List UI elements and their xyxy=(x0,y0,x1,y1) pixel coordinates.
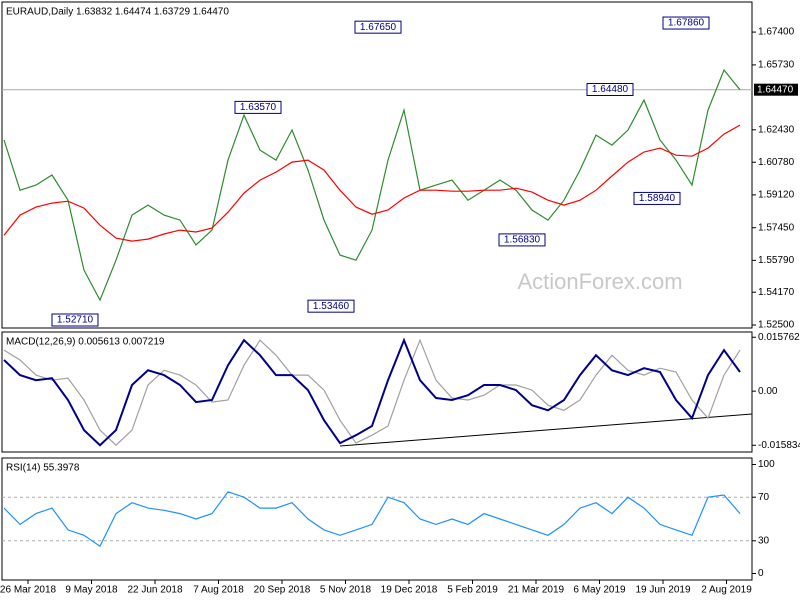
last-price-label: 1.64470 xyxy=(757,84,794,95)
series-line xyxy=(3,68,741,302)
series-line xyxy=(3,491,741,548)
y-tick-label: 70 xyxy=(758,492,770,503)
y-tick-label: 0 xyxy=(758,568,764,579)
series-line xyxy=(3,124,741,242)
series-line xyxy=(3,338,741,447)
y-tick-label: 1.57450 xyxy=(758,222,795,233)
y-tick-label: 1.55790 xyxy=(758,255,795,266)
y-tick-label: 0.015762 xyxy=(758,332,800,343)
price-annotation-box xyxy=(51,313,99,327)
y-tick-label: 30 xyxy=(758,535,770,546)
price-annotation-box xyxy=(234,100,282,114)
x-tick-label: 6 May 2019 xyxy=(573,585,626,596)
price-annotation-label: 1.63570 xyxy=(240,102,277,113)
last-price-box xyxy=(754,83,798,96)
y-tick-label: 100 xyxy=(758,459,775,470)
y-tick-label: 1.52500 xyxy=(758,320,795,331)
macd-panel xyxy=(1,331,753,453)
panel-title: RSI(14) 55.3978 xyxy=(6,463,80,474)
rsi-panel xyxy=(1,457,753,581)
price-annotation-box xyxy=(586,82,634,96)
x-tick-label: 9 May 2018 xyxy=(65,585,118,596)
y-tick-label: 1.60780 xyxy=(758,157,795,168)
price-annotation-label: 1.56830 xyxy=(504,235,541,246)
y-tick-label: 1.54170 xyxy=(758,287,795,298)
price-annotation-box xyxy=(662,16,710,30)
price-panel xyxy=(1,1,753,329)
y-tick-label: 0.00 xyxy=(758,386,778,397)
y-tick-label: 1.65730 xyxy=(758,60,795,71)
price-annotation-label: 1.53460 xyxy=(313,301,350,312)
price-annotation-label: 1.52710 xyxy=(57,315,94,326)
x-tick-label: 26 Mar 2018 xyxy=(0,585,57,596)
panel-title: MACD(12,26,9) 0.005613 0.007219 xyxy=(6,337,165,348)
x-tick-label: 7 Aug 2018 xyxy=(193,585,244,596)
y-tick-label: -0.015834 xyxy=(758,440,800,451)
trend-line xyxy=(339,413,753,447)
x-tick-label: 2 Aug 2019 xyxy=(701,585,752,596)
x-tick-label: 5 Feb 2019 xyxy=(447,585,498,596)
panel-title: EURAUD,Daily 1.63832 1.64474 1.63729 1.6… xyxy=(6,7,229,18)
price-annotation-label: 1.67860 xyxy=(668,18,705,29)
y-tick-label: 1.67400 xyxy=(758,27,795,38)
x-tick-label: 20 Sep 2018 xyxy=(254,585,311,596)
price-annotation-label: 1.58940 xyxy=(639,193,676,204)
price-annotation-label: 1.67650 xyxy=(360,22,397,33)
x-tick-label: 5 Nov 2018 xyxy=(320,585,372,596)
y-tick-label: 1.59120 xyxy=(758,190,795,201)
price-annotation-box xyxy=(498,233,546,247)
x-tick-label: 19 Jun 2019 xyxy=(635,585,690,596)
price-annotation-label: 1.64480 xyxy=(592,84,629,95)
y-tick-label: 1.62430 xyxy=(758,124,795,135)
price-annotation-box xyxy=(633,191,681,205)
price-annotation-box xyxy=(307,299,355,313)
watermark: ActionForex.com xyxy=(517,269,682,294)
x-tick-label: 22 Jun 2018 xyxy=(127,585,182,596)
x-tick-label: 21 Mar 2019 xyxy=(508,585,565,596)
x-tick-label: 19 Dec 2018 xyxy=(381,585,438,596)
price-annotation-box xyxy=(354,20,402,34)
series-line xyxy=(3,337,741,447)
